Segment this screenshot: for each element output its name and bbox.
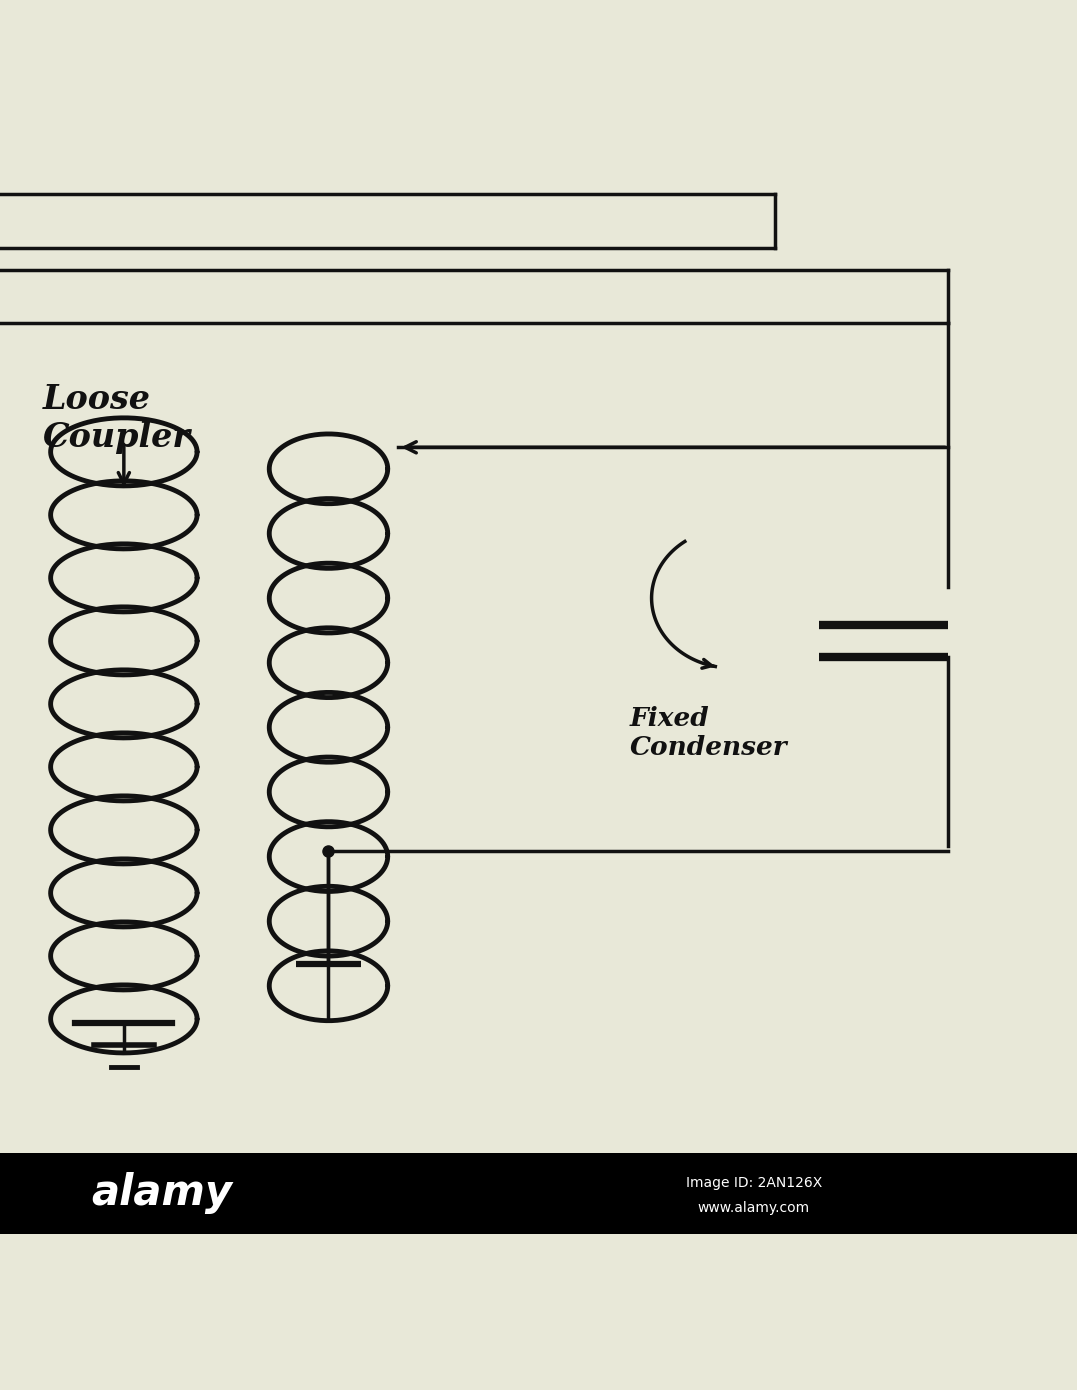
Text: www.alamy.com: www.alamy.com — [698, 1201, 810, 1215]
Text: alamy: alamy — [92, 1172, 232, 1213]
Text: Fixed
Condenser: Fixed Condenser — [630, 706, 787, 760]
Bar — [0, 1152, 1077, 1233]
Text: Image ID: 2AN126X: Image ID: 2AN126X — [686, 1176, 822, 1190]
Text: Loose
Coupler: Loose Coupler — [43, 382, 191, 455]
